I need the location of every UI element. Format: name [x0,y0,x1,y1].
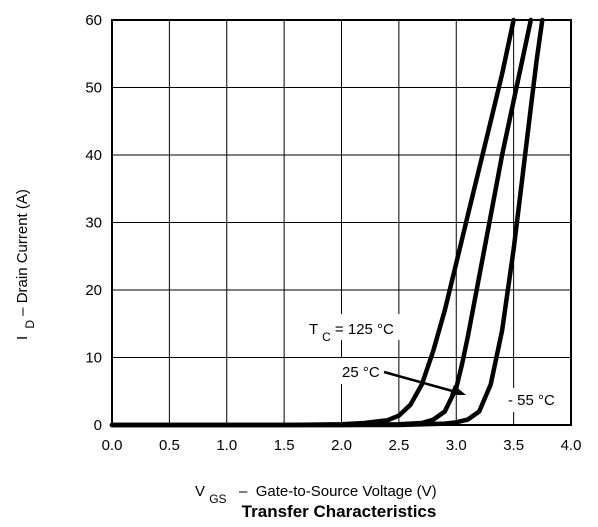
y-tick-label-4: 40 [85,147,102,164]
annotation-25c-bg [338,358,396,384]
annotation-tc-125-bg [304,314,430,340]
annotation-25c: 25 °C [338,358,396,384]
x-tick-label-0: 0.0 [102,437,123,454]
annotation-m55c-bg [504,388,566,412]
arrow-line [383,370,457,394]
y-tick-label-6: 60 [85,12,102,29]
annotation-tc-125-text: T C = 125 °C [309,321,394,344]
annotation-25c-arrow [383,370,466,395]
arrow-head [450,385,466,395]
x-tick-label-1: 0.5 [159,437,180,454]
x-tick-label-5: 2.5 [388,437,409,454]
y-tick-label-0: 0 [94,417,102,434]
plot-frame [111,19,572,426]
y-tick-label-5: 50 [85,80,102,97]
curves [109,17,545,428]
y-axis-label-main: I [14,336,31,340]
annotation-tc-main: T [309,321,318,338]
x-axis-label-rest: – Gate-to-Source Voltage (V) [231,483,437,500]
annotation-tc-125: T C = 125 °C [304,314,430,344]
x-tick-label-3: 1.5 [274,437,295,454]
x-tick-labels: 0.0 0.5 1.0 1.5 2.0 2.5 3.0 3.5 4.0 [102,437,582,454]
annotation-tc-sub: C [322,330,331,344]
annotation-25c-text: 25 °C [342,364,380,381]
series-line-2 [109,17,545,428]
x-tick-label-4: 2.0 [331,437,352,454]
x-tick-label-2: 1.0 [216,437,237,454]
x-axis-label-main: V [195,483,205,500]
y-axis-label-sub: D [23,320,37,329]
y-axis-label: I D – Drain Current (A) [14,189,37,340]
annotation-tc-rest: = 125 °C [335,321,394,338]
y-tick-label-1: 10 [85,350,102,367]
y-tick-label-3: 30 [85,215,102,232]
x-axis-label-sub: GS [209,492,226,506]
annotation-m55c: - 55 °C [504,388,566,412]
x-tick-label-6: 3.0 [446,437,467,454]
y-axis-label-rest: – Drain Current (A) [14,189,31,316]
y-tick-labels: 0 10 20 30 40 50 60 [85,12,102,434]
grid [111,19,572,426]
x-axis-label: V GS – Gate-to-Source Voltage (V) [195,483,437,506]
chart-title: Transfer Characteristics [242,502,437,521]
annotation-m55c-text: - 55 °C [508,392,555,409]
x-tick-label-7: 3.5 [503,437,524,454]
y-tick-label-2: 20 [85,282,102,299]
x-tick-label-8: 4.0 [561,437,582,454]
